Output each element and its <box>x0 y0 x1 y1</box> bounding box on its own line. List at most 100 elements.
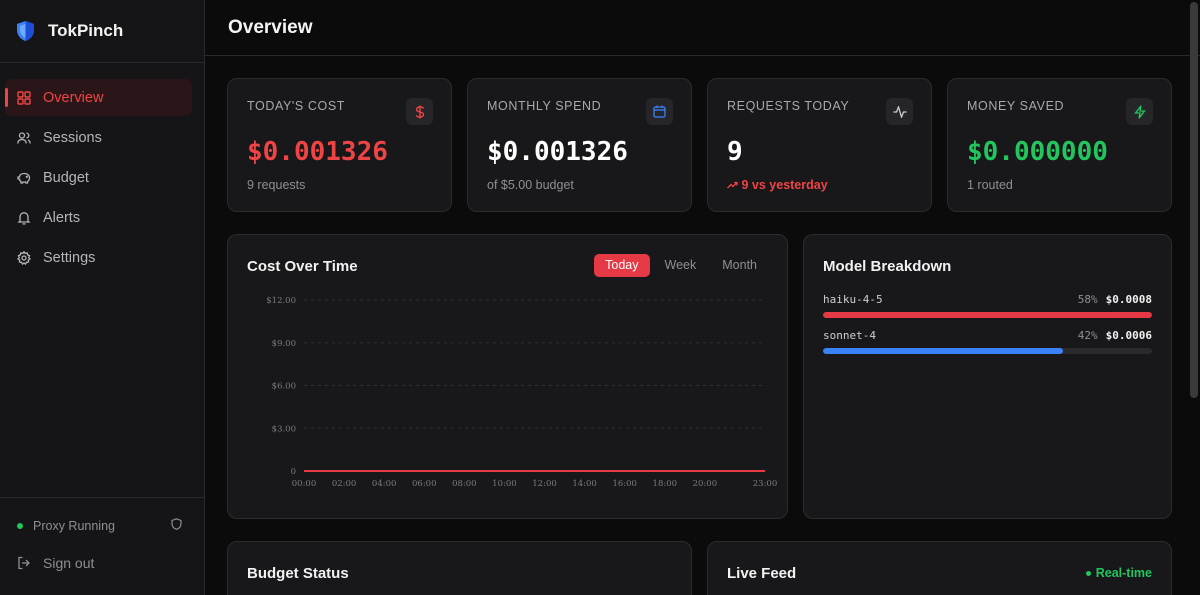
model-percent: 58% <box>1077 293 1098 306</box>
tab-today[interactable]: Today <box>594 254 650 277</box>
live-feed-title: Live Feed <box>727 565 797 582</box>
stat-subtext-value: 9 vs yesterday <box>741 178 828 192</box>
shield-logo-icon <box>17 21 34 41</box>
sidebar: TokPinch Overview Sessions Budget <box>0 0 205 595</box>
tab-week[interactable]: Week <box>664 258 697 272</box>
page-title: Overview <box>228 16 313 38</box>
model-name: sonnet-4 <box>823 329 876 342</box>
model-name: haiku-4-5 <box>823 293 883 306</box>
x-tick-label: 10:00 <box>492 479 517 489</box>
tab-month[interactable]: Month <box>722 258 757 272</box>
stat-label: TODAY'S COST <box>247 99 346 113</box>
stat-label: MONTHLY SPEND <box>487 99 602 113</box>
stat-subtext: 9 requests <box>247 178 306 192</box>
logout-icon <box>17 556 31 570</box>
sidebar-item-overview[interactable]: Overview <box>5 79 192 116</box>
sign-out-label: Sign out <box>43 555 95 571</box>
sidebar-footer: Proxy Running Sign out <box>0 497 204 595</box>
stat-card-requests-today: REQUESTS TODAY 9 9 vs yesterday <box>707 78 932 212</box>
y-tick-label: 0 <box>291 467 296 477</box>
x-tick-label: 00:00 <box>292 479 317 489</box>
sidebar-item-label: Sessions <box>43 129 102 146</box>
y-tick-label: $3.00 <box>272 424 296 434</box>
model-bar-track <box>823 312 1152 318</box>
users-icon <box>17 131 31 145</box>
budget-status-card: Budget Status <box>227 541 692 595</box>
x-tick-label: 14:00 <box>572 479 597 489</box>
y-tick-label: $6.00 <box>272 382 296 392</box>
status-dot-icon <box>17 522 23 529</box>
scrollbar-thumb[interactable] <box>1190 2 1198 398</box>
proxy-status: Proxy Running <box>0 498 204 533</box>
proxy-status-label: Proxy Running <box>33 518 115 533</box>
x-tick-label: 20:00 <box>693 479 718 489</box>
realtime-label: Real-time <box>1095 566 1152 580</box>
shield-icon <box>171 518 182 533</box>
brand[interactable]: TokPinch <box>0 0 204 63</box>
sidebar-item-settings[interactable]: Settings <box>5 239 192 276</box>
stat-subtext: of $5.00 budget <box>487 178 574 192</box>
model-row: sonnet-4 42% $0.0006 <box>823 329 1152 354</box>
sidebar-item-label: Budget <box>43 169 89 186</box>
model-bar-fill <box>823 312 1152 318</box>
stat-card-money-saved: MONEY SAVED $0.000000 1 routed <box>947 78 1172 212</box>
stat-subtext: 9 vs yesterday <box>727 178 828 192</box>
bolt-icon <box>1126 98 1153 125</box>
budget-status-title: Budget Status <box>247 565 349 582</box>
grid-icon <box>17 90 31 105</box>
stat-value: 9 <box>727 137 743 167</box>
sidebar-item-label: Settings <box>43 249 96 266</box>
model-row: haiku-4-5 58% $0.0008 <box>823 293 1152 318</box>
sidebar-nav: Overview Sessions Budget Alerts <box>0 63 204 276</box>
model-bar-track <box>823 348 1152 354</box>
model-breakdown-card: Model Breakdown haiku-4-5 58% $0.0008 son… <box>803 234 1172 519</box>
y-tick-label: $9.00 <box>272 339 296 349</box>
bell-icon <box>17 211 31 225</box>
model-bar-fill <box>823 348 1064 354</box>
calendar-icon <box>646 98 673 125</box>
live-feed-card: Live Feed Real-time <box>707 541 1172 595</box>
x-tick-label: 16:00 <box>612 479 637 489</box>
model-cost: $0.0006 <box>1105 329 1152 342</box>
y-tick-label: $12.00 <box>266 296 296 306</box>
realtime-badge: Real-time <box>1085 566 1152 580</box>
status-dot-icon <box>1085 570 1091 576</box>
stat-card-monthly-spend: MONTHLY SPEND $0.001326 of $5.00 budget <box>467 78 692 212</box>
cost-over-time-card: Cost Over Time Today Week Month $12.00 $9… <box>227 234 788 519</box>
sign-out-button[interactable]: Sign out <box>0 533 204 571</box>
model-breakdown-title: Model Breakdown <box>823 258 952 275</box>
range-tabs: Today Week Month <box>594 254 768 277</box>
stat-card-todays-cost: TODAY'S COST $0.001326 9 requests <box>227 78 452 212</box>
x-tick-label: 08:00 <box>452 479 477 489</box>
dollar-icon <box>406 98 433 125</box>
x-tick-label: 23:00 <box>753 479 778 489</box>
stat-label: MONEY SAVED <box>967 99 1065 113</box>
sidebar-item-sessions[interactable]: Sessions <box>5 119 192 156</box>
sidebar-item-budget[interactable]: Budget <box>5 159 192 196</box>
model-percent: 42% <box>1077 329 1098 342</box>
trending-up-icon <box>727 181 738 189</box>
sidebar-item-label: Overview <box>43 89 104 106</box>
model-cost: $0.0008 <box>1105 293 1152 306</box>
x-tick-label: 02:00 <box>332 479 357 489</box>
stat-value: $0.001326 <box>487 137 628 167</box>
cost-line-chart: $12.00 $9.00 $6.00 $3.00 0 00:00 02:00 04:00 06:… <box>266 296 778 489</box>
piggy-bank-icon <box>17 171 31 185</box>
stat-subtext: 1 routed <box>967 178 1013 192</box>
x-tick-label: 12:00 <box>532 479 557 489</box>
stat-label: REQUESTS TODAY <box>727 99 850 113</box>
stat-value: $0.001326 <box>247 137 388 167</box>
x-tick-label: 04:00 <box>372 479 397 489</box>
brand-name: TokPinch <box>48 21 124 40</box>
top-bar: Overview <box>205 0 1200 56</box>
sidebar-item-alerts[interactable]: Alerts <box>5 199 192 236</box>
main-content[interactable]: Overview TODAY'S COST $0.001326 9 reques… <box>205 0 1200 595</box>
gear-icon <box>17 250 31 265</box>
stat-value: $0.000000 <box>967 137 1108 167</box>
activity-icon <box>886 98 913 125</box>
sidebar-item-label: Alerts <box>43 209 81 226</box>
x-tick-label: 18:00 <box>653 479 678 489</box>
x-tick-label: 06:00 <box>412 479 437 489</box>
chart-title: Cost Over Time <box>247 258 358 275</box>
